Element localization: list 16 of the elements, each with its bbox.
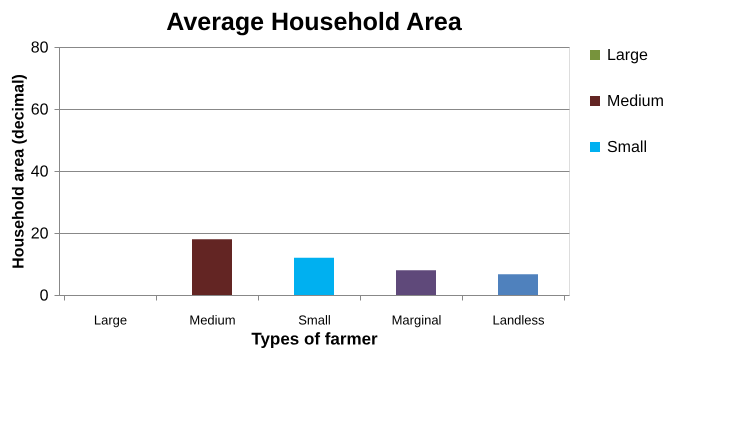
- x-axis-title: Types of farmer: [251, 330, 378, 348]
- y-tick-label: 20: [30, 226, 49, 242]
- y-tick-label: 40: [30, 164, 49, 180]
- legend-label: Medium: [607, 93, 664, 110]
- x-tick-label: Large: [94, 312, 128, 328]
- y-tick-label: 60: [30, 102, 49, 118]
- chart-title: Average Household Area: [166, 8, 463, 36]
- x-tick-label: Small: [298, 312, 331, 328]
- x-tick-label: Marginal: [392, 312, 442, 328]
- y-axis-title: Household area (decimal): [10, 74, 28, 269]
- legend-label: Large: [607, 47, 648, 64]
- legend-label: Small: [607, 139, 648, 156]
- x-tick-label: Medium: [189, 312, 236, 328]
- y-tick-label: 80: [30, 40, 49, 56]
- y-tick-label: 0: [40, 288, 49, 304]
- x-tick-label: Landless: [492, 312, 546, 328]
